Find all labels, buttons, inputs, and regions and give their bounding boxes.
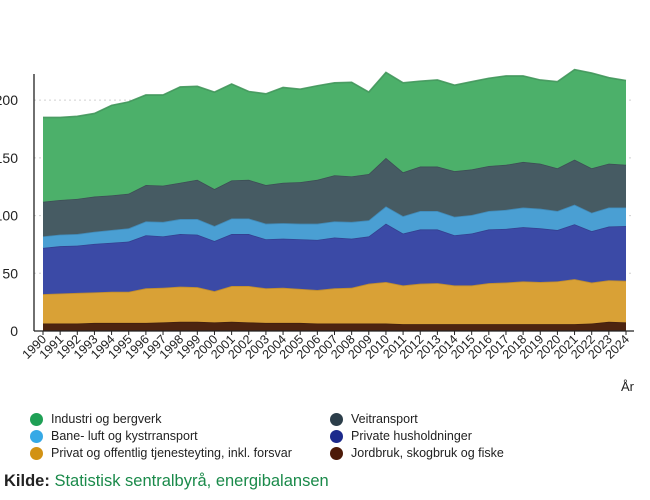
y-tick-label-100: 100: [0, 208, 18, 224]
area-series-5: [43, 69, 626, 202]
legend-swatch-jordbruk: [330, 446, 343, 460]
legend-item-veitransport[interactable]: Veitransport: [330, 412, 418, 426]
legend-swatch-bane: [30, 429, 43, 443]
legend-label-veitransport: Veitransport: [351, 412, 418, 426]
x-axis-label: År: [621, 379, 635, 394]
legend-item-husholdninger[interactable]: Private husholdninger: [330, 429, 472, 443]
legend-label-tjenesteyting: Privat og offentlig tjenesteyting, inkl.…: [51, 446, 292, 460]
legend-item-industri[interactable]: Industri og bergverk: [30, 412, 161, 426]
legend-label-industri: Industri og bergverk: [51, 412, 162, 426]
area-series-1: [43, 279, 626, 325]
legend-item-jordbruk[interactable]: Jordbruk, skogbruk og fiske: [330, 446, 504, 460]
area-series-4: [43, 157, 626, 237]
legend-item-bane[interactable]: Bane- luft og kystrransport: [30, 429, 198, 443]
area-edge-5: [43, 68, 627, 119]
y-tick-label-50: 50: [2, 265, 18, 281]
legend-label-bane: Bane- luft og kystrransport: [51, 429, 198, 443]
area-series-2: [43, 223, 626, 295]
y-tick-label-200: 200: [0, 92, 18, 108]
stacked-areas: [42, 68, 627, 331]
legend-swatch-tjenesteyting: [30, 446, 43, 460]
source-text: Statistisk sentralbyrå, energibalansen: [54, 472, 329, 490]
source-line: Kilde: Statistisk sentralbyrå, energibal…: [4, 472, 329, 491]
y-tick-label-150: 150: [0, 150, 18, 166]
legend-swatch-veitransport: [330, 412, 343, 426]
legend-label-jordbruk: Jordbruk, skogbruk og fiske: [351, 446, 504, 460]
legend-item-tjenesteyting[interactable]: Privat og offentlig tjenesteyting, inkl.…: [30, 446, 292, 460]
x-tick-labels: 1990199119921993199419951996199719981999…: [20, 331, 632, 362]
y-tick-labels: 0 50 100 150 200: [0, 92, 18, 339]
legend-swatch-husholdninger: [330, 429, 343, 443]
legend-label-husholdninger: Private husholdninger: [351, 429, 472, 443]
y-tick-label-0: 0: [10, 323, 18, 339]
chart-area: 0 50 100 150 200 199019911992199319941995199…: [0, 68, 635, 394]
area-series-3: [43, 204, 626, 248]
source-label: Kilde:: [4, 472, 50, 490]
legend-swatch-industri: [30, 412, 43, 426]
